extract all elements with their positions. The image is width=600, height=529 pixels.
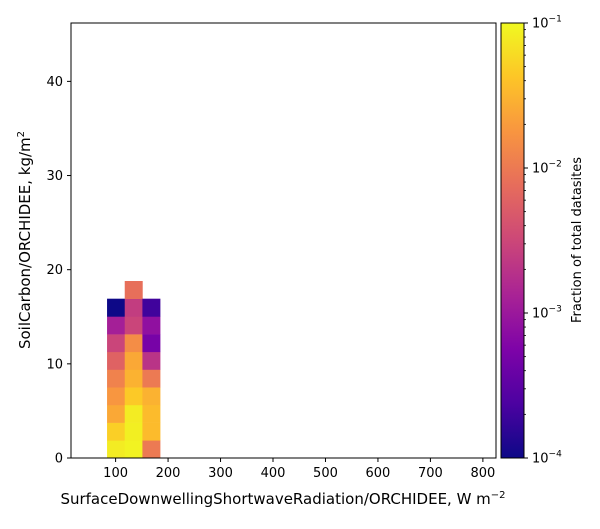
x-axis-ticks: 100 200 300 400 500 600 700 800 <box>103 458 495 481</box>
heatmap-cell <box>124 387 143 406</box>
y-tick-label: 30 <box>46 169 63 184</box>
x-tick-label: 400 <box>261 466 286 481</box>
y-axis-title: SoilCarbon/ORCHIDEE, kg/m2 <box>16 131 34 349</box>
y-tick-label: 0 <box>55 452 63 467</box>
heatmap-cell <box>142 369 161 388</box>
heatmap-cell <box>124 298 143 317</box>
x-tick-label: 700 <box>418 466 443 481</box>
colorbar-tick-label: 10−1 <box>532 15 562 32</box>
heatmap-cell <box>142 298 161 317</box>
x-tick-label: 800 <box>470 466 495 481</box>
heatmap-cell <box>142 334 161 353</box>
x-tick-label: 600 <box>366 466 391 481</box>
colorbar-tick-label: 10−4 <box>532 450 562 467</box>
y-tick-label: 20 <box>46 263 63 278</box>
heatmap-cell <box>107 369 126 388</box>
heatmap-cell <box>124 440 143 459</box>
plot-frame <box>70 22 497 459</box>
x-axis-title: SurfaceDownwellingShortwaveRadiation/ORC… <box>60 490 505 508</box>
heatmap-cell <box>107 404 126 423</box>
heatmap-cell <box>142 422 161 441</box>
heatmap-cell <box>124 280 143 299</box>
heatmap-cell <box>124 404 143 423</box>
heatmap-cell <box>124 351 143 370</box>
colorbar <box>500 22 525 459</box>
colorbar-tick-label: 10−2 <box>532 160 562 177</box>
colorbar-ticks: 10−1 10−2 10−3 10−4 <box>524 15 562 467</box>
heatmap-cell <box>107 422 126 441</box>
heatmap-cell <box>142 440 161 459</box>
heatmap-cell <box>142 316 161 335</box>
heatmap-cell <box>124 422 143 441</box>
y-tick-label: 40 <box>46 75 63 90</box>
heatmap-cell <box>107 316 126 335</box>
heatmap-cell <box>142 387 161 406</box>
x-tick-label: 100 <box>103 466 128 481</box>
heatmap-cell <box>107 298 126 317</box>
heatmap-cell <box>107 334 126 353</box>
x-tick-label: 200 <box>156 466 181 481</box>
heatmap-cell <box>107 440 126 459</box>
heatmap-cell <box>142 351 161 370</box>
heatmap-cell <box>124 316 143 335</box>
x-tick-label: 500 <box>313 466 338 481</box>
heatmap-cell <box>124 369 143 388</box>
y-axis-ticks: 0 10 20 30 40 <box>46 75 71 467</box>
x-tick-label: 300 <box>208 466 233 481</box>
colorbar-title: Fraction of total datasites <box>570 157 585 323</box>
heatmap-cell <box>142 404 161 423</box>
heatmap-cell <box>107 387 126 406</box>
colorbar-tick-label: 10−3 <box>532 305 562 322</box>
heatmap-cell <box>107 351 126 370</box>
y-tick-label: 10 <box>46 357 63 372</box>
heatmap-cells <box>107 280 161 459</box>
heatmap-cell <box>124 334 143 353</box>
